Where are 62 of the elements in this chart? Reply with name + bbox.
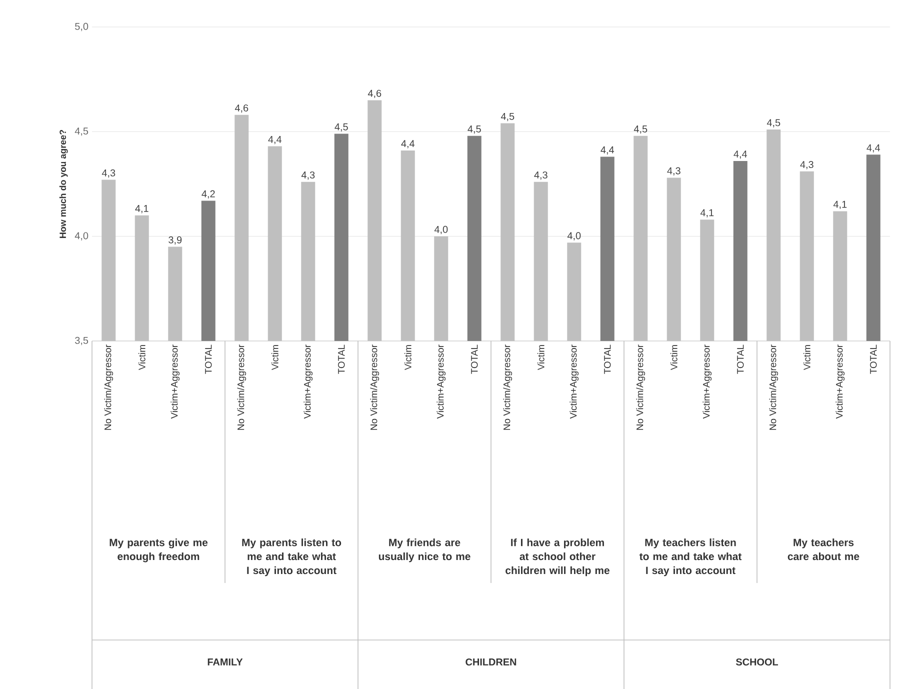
x-tick-label: Victim+Aggressor — [304, 344, 313, 419]
x-tick-label: Victim — [803, 345, 810, 370]
y-tick-label: 3,5 — [75, 336, 88, 346]
data-label: 4,3 — [667, 167, 680, 176]
data-label: 4,3 — [800, 160, 814, 170]
data-label: 4,2 — [202, 190, 215, 199]
text: FAMILY — [208, 658, 243, 666]
text: If I have a problem at school other children will help me — [506, 538, 610, 576]
data-label: 4,3 — [102, 169, 116, 178]
x-tick-label: Victim — [138, 345, 146, 370]
x-tick-label: Victim+Aggressor — [570, 344, 579, 419]
data-label: 4,3 — [534, 171, 548, 180]
data-label: 4,5 — [500, 112, 514, 122]
data-label: 4,4 — [734, 150, 748, 159]
data-label: 4,0 — [567, 232, 581, 240]
data-label: 4,4 — [866, 144, 880, 152]
x-tick-label: TOTAL — [604, 344, 611, 374]
data-label: 4,4 — [268, 136, 282, 144]
data-label: 4,0 — [434, 226, 448, 234]
text: My friends are usually nice to me — [378, 538, 470, 562]
x-tick-label: Victim — [404, 345, 412, 370]
x-tick-label: Victim+Aggressor — [836, 344, 845, 419]
x-tick-label: Victim+Aggressor — [170, 344, 180, 419]
x-tick-label: TOTAL — [338, 344, 345, 374]
data-label: 4,1 — [700, 209, 714, 218]
y-tick-label: 4,0 — [74, 232, 88, 240]
data-label: 4,6 — [368, 90, 382, 98]
data-label: 4,3 — [301, 171, 315, 180]
data-label: 4,6 — [234, 104, 248, 113]
data-label: 4,1 — [833, 200, 847, 210]
data-label: 4,5 — [766, 119, 780, 128]
text: CHILDREN — [466, 658, 516, 666]
x-tick-label: Victim+Aggressor — [702, 344, 712, 419]
x-tick-label: No Victim/Aggressor — [503, 344, 512, 430]
y-tick-label: 5,0 — [75, 22, 88, 32]
x-tick-label: Victim — [670, 345, 678, 370]
x-tick-label: TOTAL — [471, 344, 478, 374]
data-label: 4,4 — [600, 146, 614, 155]
data-label: 4,4 — [401, 140, 415, 148]
text: My teachers listen to me and take what I say into account — [639, 538, 742, 576]
x-tick-label: Victim — [537, 345, 544, 370]
x-tick-label: Victim — [271, 345, 278, 370]
x-tick-label: No Victim/Aggressor — [636, 344, 646, 430]
text: SCHOOL — [736, 658, 778, 666]
data-label: 4,1 — [135, 205, 148, 214]
x-tick-label: No Victim/Aggressor — [237, 344, 246, 430]
x-tick-label: No Victim/Aggressor — [104, 344, 114, 430]
data-label: 4,5 — [468, 126, 481, 134]
data-label: 3,9 — [168, 236, 182, 245]
text: My teachers care about me — [788, 538, 860, 560]
text: My parents listen to me and take what I say into account — [242, 538, 342, 576]
text: My parents give me enough freedom — [110, 538, 208, 562]
x-tick-label: TOTAL — [870, 344, 877, 374]
data-label: 4,5 — [634, 126, 648, 134]
x-tick-label: TOTAL — [737, 344, 744, 374]
y-axis-title: How much do you agree? — [59, 130, 68, 238]
x-tick-label: TOTAL — [205, 344, 212, 374]
y-tick-label: 4,5 — [74, 128, 88, 136]
data-label: 4,5 — [334, 123, 348, 132]
x-tick-label: No Victim/Aggressor — [769, 344, 778, 430]
x-tick-label: Victim+Aggressor — [436, 344, 446, 419]
x-tick-label: No Victim/Aggressor — [370, 344, 380, 430]
